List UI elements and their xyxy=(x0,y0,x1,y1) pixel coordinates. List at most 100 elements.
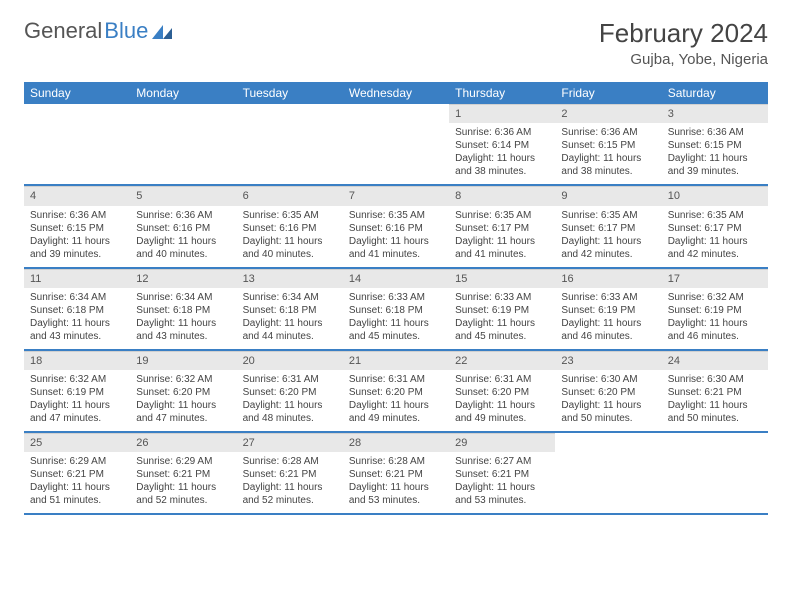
day-number: 27 xyxy=(237,433,343,452)
day-number: 25 xyxy=(24,433,130,452)
month-title: February 2024 xyxy=(599,18,768,49)
sunrise-text: Sunrise: 6:35 AM xyxy=(243,209,337,222)
sunrise-text: Sunrise: 6:35 AM xyxy=(455,209,549,222)
sunset-text: Sunset: 6:20 PM xyxy=(455,386,549,399)
daylight-text: Daylight: 11 hours and 52 minutes. xyxy=(136,481,230,507)
sunset-text: Sunset: 6:16 PM xyxy=(136,222,230,235)
day-number: 2 xyxy=(555,104,661,123)
daylight-text: Daylight: 11 hours and 40 minutes. xyxy=(136,235,230,261)
sunset-text: Sunset: 6:19 PM xyxy=(561,304,655,317)
daylight-text: Daylight: 11 hours and 49 minutes. xyxy=(349,399,443,425)
day-cell: 21Sunrise: 6:31 AMSunset: 6:20 PMDayligh… xyxy=(343,351,449,431)
day-number: 24 xyxy=(662,351,768,370)
sunrise-text: Sunrise: 6:29 AM xyxy=(30,455,124,468)
day-number: 12 xyxy=(130,269,236,288)
day-text: Sunrise: 6:31 AMSunset: 6:20 PMDaylight:… xyxy=(343,370,449,431)
daylight-text: Daylight: 11 hours and 42 minutes. xyxy=(668,235,762,261)
day-cell: 8Sunrise: 6:35 AMSunset: 6:17 PMDaylight… xyxy=(449,186,555,266)
day-cell: 3Sunrise: 6:36 AMSunset: 6:15 PMDaylight… xyxy=(662,104,768,184)
sunrise-text: Sunrise: 6:31 AM xyxy=(243,373,337,386)
day-text: Sunrise: 6:36 AMSunset: 6:14 PMDaylight:… xyxy=(449,123,555,184)
weekday-wed: Wednesday xyxy=(343,82,449,104)
day-text: Sunrise: 6:34 AMSunset: 6:18 PMDaylight:… xyxy=(24,288,130,349)
sunset-text: Sunset: 6:17 PM xyxy=(561,222,655,235)
day-number: 26 xyxy=(130,433,236,452)
day-text: Sunrise: 6:36 AMSunset: 6:15 PMDaylight:… xyxy=(662,123,768,184)
sunset-text: Sunset: 6:20 PM xyxy=(561,386,655,399)
sunset-text: Sunset: 6:21 PM xyxy=(455,468,549,481)
sunrise-text: Sunrise: 6:35 AM xyxy=(668,209,762,222)
day-cell: 26Sunrise: 6:29 AMSunset: 6:21 PMDayligh… xyxy=(130,433,236,513)
daylight-text: Daylight: 11 hours and 46 minutes. xyxy=(668,317,762,343)
sunrise-text: Sunrise: 6:36 AM xyxy=(136,209,230,222)
day-cell xyxy=(662,433,768,513)
day-number: 23 xyxy=(555,351,661,370)
day-cell xyxy=(24,104,130,184)
sunset-text: Sunset: 6:20 PM xyxy=(243,386,337,399)
day-cell: 24Sunrise: 6:30 AMSunset: 6:21 PMDayligh… xyxy=(662,351,768,431)
day-text: Sunrise: 6:28 AMSunset: 6:21 PMDaylight:… xyxy=(343,452,449,513)
sunrise-text: Sunrise: 6:31 AM xyxy=(349,373,443,386)
day-number: 28 xyxy=(343,433,449,452)
sunrise-text: Sunrise: 6:34 AM xyxy=(30,291,124,304)
weekday-sun: Sunday xyxy=(24,82,130,104)
sunrise-text: Sunrise: 6:36 AM xyxy=(455,126,549,139)
day-cell xyxy=(343,104,449,184)
day-number: 5 xyxy=(130,186,236,205)
day-number: 18 xyxy=(24,351,130,370)
daylight-text: Daylight: 11 hours and 40 minutes. xyxy=(243,235,337,261)
sunset-text: Sunset: 6:19 PM xyxy=(30,386,124,399)
weeks-container: 1Sunrise: 6:36 AMSunset: 6:14 PMDaylight… xyxy=(24,104,768,515)
day-text: Sunrise: 6:36 AMSunset: 6:15 PMDaylight:… xyxy=(24,206,130,267)
daylight-text: Daylight: 11 hours and 49 minutes. xyxy=(455,399,549,425)
day-cell: 11Sunrise: 6:34 AMSunset: 6:18 PMDayligh… xyxy=(24,269,130,349)
daylight-text: Daylight: 11 hours and 43 minutes. xyxy=(30,317,124,343)
day-number: 17 xyxy=(662,269,768,288)
day-cell: 10Sunrise: 6:35 AMSunset: 6:17 PMDayligh… xyxy=(662,186,768,266)
day-text: Sunrise: 6:30 AMSunset: 6:21 PMDaylight:… xyxy=(662,370,768,431)
day-cell: 12Sunrise: 6:34 AMSunset: 6:18 PMDayligh… xyxy=(130,269,236,349)
daylight-text: Daylight: 11 hours and 51 minutes. xyxy=(30,481,124,507)
sunset-text: Sunset: 6:21 PM xyxy=(30,468,124,481)
day-cell: 15Sunrise: 6:33 AMSunset: 6:19 PMDayligh… xyxy=(449,269,555,349)
day-number: 4 xyxy=(24,186,130,205)
day-number: 29 xyxy=(449,433,555,452)
day-number: 9 xyxy=(555,186,661,205)
weekday-header: Sunday Monday Tuesday Wednesday Thursday… xyxy=(24,82,768,104)
title-block: February 2024 Gujba, Yobe, Nigeria xyxy=(599,18,768,68)
sunrise-text: Sunrise: 6:28 AM xyxy=(243,455,337,468)
day-text: Sunrise: 6:30 AMSunset: 6:20 PMDaylight:… xyxy=(555,370,661,431)
day-text: Sunrise: 6:35 AMSunset: 6:16 PMDaylight:… xyxy=(343,206,449,267)
sunrise-text: Sunrise: 6:36 AM xyxy=(668,126,762,139)
day-cell: 2Sunrise: 6:36 AMSunset: 6:15 PMDaylight… xyxy=(555,104,661,184)
daylight-text: Daylight: 11 hours and 50 minutes. xyxy=(668,399,762,425)
daylight-text: Daylight: 11 hours and 47 minutes. xyxy=(136,399,230,425)
day-text: Sunrise: 6:33 AMSunset: 6:18 PMDaylight:… xyxy=(343,288,449,349)
day-number: 14 xyxy=(343,269,449,288)
day-text: Sunrise: 6:28 AMSunset: 6:21 PMDaylight:… xyxy=(237,452,343,513)
day-cell: 16Sunrise: 6:33 AMSunset: 6:19 PMDayligh… xyxy=(555,269,661,349)
calendar: Sunday Monday Tuesday Wednesday Thursday… xyxy=(24,82,768,515)
sunrise-text: Sunrise: 6:36 AM xyxy=(30,209,124,222)
day-cell: 6Sunrise: 6:35 AMSunset: 6:16 PMDaylight… xyxy=(237,186,343,266)
day-cell xyxy=(130,104,236,184)
weekday-thu: Thursday xyxy=(449,82,555,104)
daylight-text: Daylight: 11 hours and 46 minutes. xyxy=(561,317,655,343)
weekday-tue: Tuesday xyxy=(237,82,343,104)
sunset-text: Sunset: 6:16 PM xyxy=(243,222,337,235)
day-number: 1 xyxy=(449,104,555,123)
day-number: 20 xyxy=(237,351,343,370)
logo-text-1: General xyxy=(24,18,102,44)
day-cell: 18Sunrise: 6:32 AMSunset: 6:19 PMDayligh… xyxy=(24,351,130,431)
day-cell: 27Sunrise: 6:28 AMSunset: 6:21 PMDayligh… xyxy=(237,433,343,513)
sunset-text: Sunset: 6:19 PM xyxy=(455,304,549,317)
day-cell: 17Sunrise: 6:32 AMSunset: 6:19 PMDayligh… xyxy=(662,269,768,349)
day-cell: 22Sunrise: 6:31 AMSunset: 6:20 PMDayligh… xyxy=(449,351,555,431)
day-cell: 5 Sunrise: 6:36 AMSunset: 6:16 PMDaylight… xyxy=(130,186,236,266)
sunrise-text: Sunrise: 6:33 AM xyxy=(349,291,443,304)
sunset-text: Sunset: 6:20 PM xyxy=(136,386,230,399)
week-row: 25Sunrise: 6:29 AMSunset: 6:21 PMDayligh… xyxy=(24,433,768,515)
day-number: 19 xyxy=(130,351,236,370)
day-number: 8 xyxy=(449,186,555,205)
daylight-text: Daylight: 11 hours and 45 minutes. xyxy=(455,317,549,343)
